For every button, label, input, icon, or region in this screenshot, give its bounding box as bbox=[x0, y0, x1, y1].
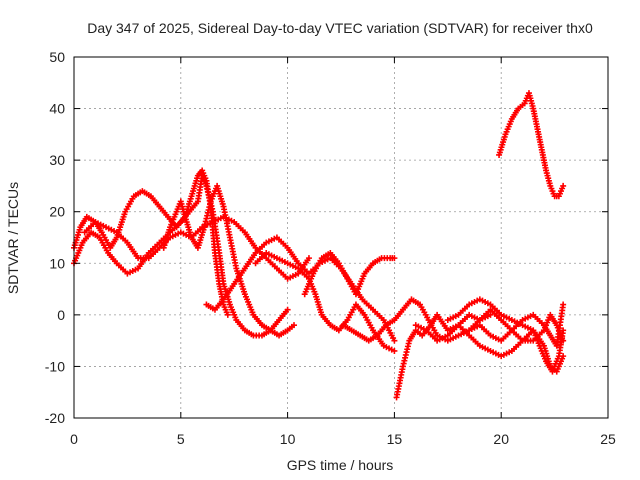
x-tick-label: 5 bbox=[177, 431, 185, 447]
plot-frame bbox=[73, 56, 609, 419]
series-track-7 bbox=[301, 249, 398, 298]
x-tick-label: 25 bbox=[600, 431, 616, 447]
y-tick-label: 0 bbox=[57, 307, 65, 323]
y-tick-label: 30 bbox=[49, 152, 65, 168]
x-tick-label: 15 bbox=[387, 431, 403, 447]
data-point bbox=[291, 322, 298, 329]
data-point bbox=[391, 337, 398, 344]
series-line bbox=[83, 215, 311, 280]
x-tick-label: 10 bbox=[280, 431, 296, 447]
plot-area bbox=[71, 90, 567, 401]
data-point bbox=[284, 306, 291, 313]
y-tick-label: 10 bbox=[49, 255, 65, 271]
data-point bbox=[391, 347, 398, 354]
data-point bbox=[560, 301, 567, 308]
x-tick-label: 20 bbox=[493, 431, 509, 447]
data-point bbox=[391, 255, 398, 262]
y-axis-label: SDTVAR / TECUs bbox=[5, 182, 21, 294]
grid bbox=[74, 57, 608, 418]
series-track-5 bbox=[203, 234, 398, 344]
series-track-11 bbox=[444, 296, 567, 375]
y-tick-label: 40 bbox=[49, 101, 65, 117]
data-point bbox=[224, 311, 231, 318]
y-tick-label: -10 bbox=[45, 358, 65, 374]
chart-title: Day 347 of 2025, Sidereal Day-to-day VTE… bbox=[87, 20, 593, 36]
data-point bbox=[487, 311, 494, 318]
series-track-12 bbox=[466, 301, 567, 349]
series-track-4 bbox=[160, 182, 298, 339]
x-tick-label: 0 bbox=[70, 431, 78, 447]
y-tick-label: 50 bbox=[49, 49, 65, 65]
series-line bbox=[205, 236, 396, 342]
data-point bbox=[560, 182, 567, 189]
y-tick-label: 20 bbox=[49, 204, 65, 220]
x-axis-label: GPS time / hours bbox=[287, 457, 394, 473]
series-line bbox=[72, 169, 229, 316]
y-tick-label: -20 bbox=[45, 410, 65, 426]
axis-ticks: 0 5 10 15 20 25 -20 -10 0 10 20 30 40 50 bbox=[45, 49, 616, 447]
series-track-13 bbox=[496, 90, 567, 200]
data-point bbox=[305, 255, 312, 262]
